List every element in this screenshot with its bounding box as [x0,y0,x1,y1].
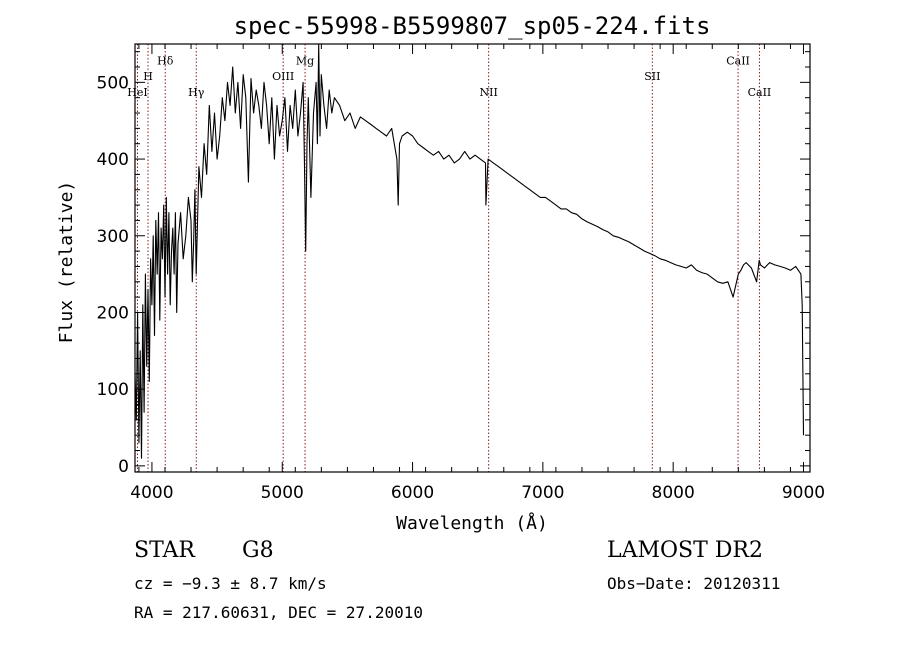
x-tick-label-3: 7000 [521,483,564,503]
axes: 4000 5000 6000 7000 8000 9000 0 100 200 300 400 500 [97,44,825,503]
x-tick-label-1: 5000 [261,483,304,503]
y-axis-label: Flux (relative) [56,181,77,344]
line-label-2: Hδ [157,55,174,68]
plot-frame [134,43,811,473]
line-label-8: CaII [726,55,750,68]
line-label-6: NII [479,86,497,99]
x-tick-label-2: 6000 [391,483,434,503]
line-label-0: HeI [127,86,147,99]
line-label-4: OIII [272,70,294,83]
spectrum-line-0 [134,43,805,459]
x-axis-label: Wavelength (Å) [396,512,548,534]
y-tick-label-2: 200 [97,303,129,323]
chart-title: spec-55998-B5599807_sp05-224.fits [234,12,711,40]
spectrum-series [134,43,805,459]
x-tick-label-4: 8000 [652,483,695,503]
y-tick-label-3: 300 [97,227,129,247]
x-tick-label-0: 4000 [130,483,173,503]
line-label-7: SII [644,70,660,83]
y-tick-label-0: 0 [118,457,129,477]
coordinates-readout: RA = 217.60631, DEC = 27.20010 [134,603,423,622]
survey-name: LAMOST DR2 [607,538,763,563]
line-label-3: Hγ [188,86,205,99]
y-tick-label-1: 100 [97,380,129,400]
y-tick-label-4: 400 [97,150,129,170]
redshift-readout: cz = −9.3 ± 8.7 km/s [134,574,327,593]
object-class: STAR [134,538,195,563]
line-label-9: CaII [748,86,772,99]
x-tick-label-5: 9000 [782,483,825,503]
object-subclass: G8 [242,538,274,563]
line-label-1: H [143,70,153,83]
line-label-5: Mg [296,55,314,68]
y-tick-label-5: 500 [97,73,129,93]
observation-date: Obs−Date: 20120311 [607,574,781,593]
